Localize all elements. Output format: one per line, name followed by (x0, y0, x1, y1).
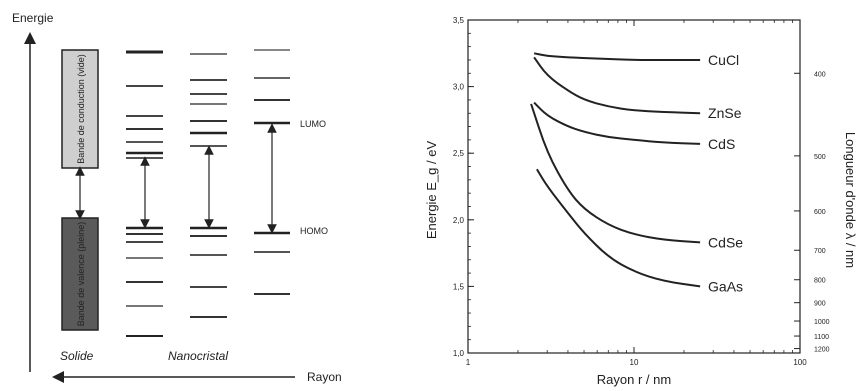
lumo-label: LUMO (300, 119, 326, 129)
right-tick-label: 900 (814, 301, 826, 308)
right-tick-label: 1100 (814, 334, 829, 341)
series-line-gaas (536, 168, 701, 288)
series-label-cdse: CdSe (708, 234, 743, 250)
right-tick-label: 1000 (814, 319, 830, 326)
energy-axis-label: Energie (12, 11, 54, 25)
y-ticks: 1,0 1,5 2,0 2,5 3,0 3,5 (453, 16, 474, 358)
y-tick-label: 3,5 (453, 16, 465, 25)
y-tick-label: 1,5 (453, 282, 465, 291)
valence-band-label: Bande de valence (pleine) (76, 222, 86, 327)
right-tick-label: 700 (814, 248, 826, 255)
right-tick-label: 500 (814, 154, 826, 161)
y-tick-label: 3,0 (453, 83, 465, 92)
valence-band (61, 217, 99, 331)
x-ticks: 1 10 100 (466, 20, 807, 367)
band-gap-chart: 1,0 1,5 2,0 2,5 3,0 3,5 1 10 100 400 500 600 700 80… (424, 16, 858, 387)
homo-label: HOMO (300, 226, 328, 236)
plot-frame (467, 19, 801, 354)
radius-axis-label: Rayon (307, 370, 342, 384)
y-tick-label: 2,0 (453, 216, 465, 225)
series-label-gaas: GaAs (708, 278, 743, 294)
solid-label: Solide (60, 349, 94, 363)
y-axis-label: Energie E_g / eV (424, 141, 439, 240)
x-tick-label: 10 (630, 358, 639, 367)
x-tick-label: 1 (466, 358, 471, 367)
x-axis-label: Rayon r / nm (597, 372, 671, 387)
right-ticks: 400 500 600 700 800 900 1000 1100 1200 (794, 71, 830, 354)
nanocrystal-label: Nanocristal (168, 349, 228, 363)
series-label-znse: ZnSe (708, 105, 742, 121)
series-line-cds (533, 101, 701, 145)
nanocrystal-levels-large (126, 50, 163, 337)
energy-level-diagram: Energie Bande de conduction (vide) Bande… (12, 11, 342, 384)
series-line-znse (533, 56, 701, 115)
right-tick-label: 600 (814, 209, 826, 216)
right-tick-label: 800 (814, 278, 826, 285)
y-tick-label: 2,5 (453, 149, 465, 158)
series-label-cds: CdS (708, 136, 735, 152)
right-axis-label: Longueur d'onde λ / nm (843, 132, 858, 268)
x-tick-label: 100 (793, 358, 807, 367)
right-tick-label: 400 (814, 71, 826, 78)
series-line-cdse (530, 103, 701, 244)
series-line-cucl (533, 52, 701, 61)
y-tick-label: 1,0 (453, 349, 465, 358)
right-tick-label: 1200 (814, 347, 830, 354)
series-group: CuCl ZnSe CdS CdSe GaAs (530, 52, 743, 294)
nanocrystal-levels-small (254, 49, 290, 295)
conduction-band-label: Bande de conduction (vide) (76, 54, 86, 164)
nanocrystal-levels-medium (190, 53, 227, 318)
series-label-cucl: CuCl (708, 52, 739, 68)
